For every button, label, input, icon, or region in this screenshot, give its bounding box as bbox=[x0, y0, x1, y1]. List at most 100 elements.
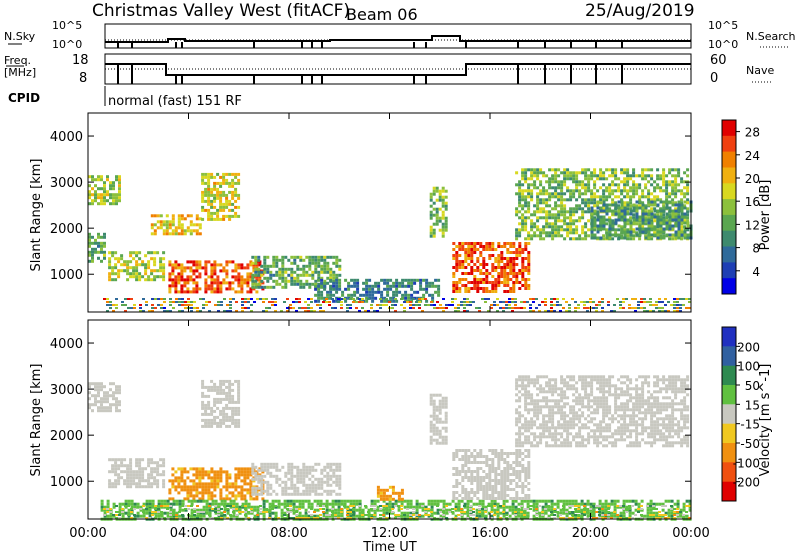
power-echo-cell bbox=[548, 234, 552, 238]
power-echo-cell bbox=[653, 225, 657, 229]
power-ground-cell bbox=[619, 307, 622, 309]
power-ground-cell bbox=[514, 301, 517, 303]
power-echo-cell bbox=[590, 195, 594, 199]
power-echo-cell bbox=[608, 207, 612, 211]
velocity-echo-cell bbox=[210, 409, 214, 413]
velocity-echo-cell bbox=[676, 511, 680, 515]
velocity-echo-cell bbox=[457, 508, 461, 512]
power-echo-cell bbox=[88, 175, 91, 179]
power-echo-cell bbox=[272, 255, 276, 259]
velocity-echo-cell bbox=[424, 508, 428, 512]
velocity-echo-cell bbox=[478, 508, 482, 512]
velocity-echo-cell bbox=[253, 508, 257, 512]
velocity-echo-cell bbox=[234, 467, 238, 471]
velocity-echo-cell bbox=[290, 471, 294, 475]
power-echo-cell bbox=[536, 210, 540, 214]
velocity-echo-cell bbox=[482, 479, 486, 482]
power-echo-cell bbox=[326, 270, 330, 274]
velocity-echo-cell bbox=[464, 494, 468, 497]
power-echo-cell bbox=[626, 168, 630, 172]
power-echo-cell bbox=[344, 278, 348, 282]
power-echo-cell bbox=[551, 195, 555, 199]
power-echo-cell bbox=[656, 183, 660, 187]
power-echo-cell bbox=[572, 192, 576, 196]
power-echo-cell bbox=[509, 263, 513, 266]
velocity-echo-cell bbox=[265, 499, 269, 503]
power-ground-cell bbox=[661, 301, 664, 303]
power-echo-cell bbox=[518, 272, 522, 275]
velocity-echo-cell bbox=[219, 488, 223, 492]
power-ground-cell bbox=[559, 310, 562, 312]
velocity-echo-cell bbox=[313, 499, 317, 503]
velocity-echo-cell bbox=[147, 458, 151, 462]
power-echo-cell bbox=[665, 212, 669, 216]
velocity-echo-cell bbox=[397, 505, 401, 509]
power-echo-cell bbox=[91, 250, 94, 254]
power-echo-cell bbox=[473, 251, 477, 254]
power-echo-cell bbox=[638, 215, 642, 219]
power-echo-cell bbox=[659, 236, 663, 240]
velocity-echo-cell bbox=[643, 514, 647, 518]
power-echo-cell bbox=[491, 281, 495, 284]
velocity-echo-cell bbox=[346, 514, 350, 518]
velocity-echo-cell bbox=[213, 418, 217, 422]
power-echo-cell bbox=[527, 210, 531, 214]
power-echo-cell bbox=[650, 198, 654, 202]
power-ground-cell bbox=[385, 304, 388, 306]
power-echo-cell bbox=[207, 202, 211, 206]
power-echo-cell bbox=[527, 287, 531, 290]
power-echo-cell bbox=[287, 273, 291, 277]
power-ground-cell bbox=[385, 298, 388, 300]
velocity-echo-cell bbox=[210, 479, 214, 483]
power-echo-cell bbox=[192, 278, 196, 282]
power-ground-cell bbox=[163, 298, 166, 300]
velocity-echo-cell bbox=[473, 479, 477, 482]
power-echo-cell bbox=[479, 281, 483, 284]
power-echo-cell bbox=[524, 225, 528, 229]
velocity-echo-cell bbox=[625, 505, 629, 509]
power-ground-cell bbox=[514, 298, 517, 300]
power-ground-cell bbox=[688, 301, 691, 303]
power-echo-cell bbox=[183, 284, 187, 288]
power-ground-cell bbox=[628, 307, 631, 309]
velocity-echo-cell bbox=[142, 514, 146, 518]
velocity-echo-cell bbox=[349, 514, 353, 518]
power-echo-cell bbox=[470, 257, 474, 260]
power-echo-cell bbox=[174, 232, 178, 236]
velocity-echo-cell bbox=[228, 473, 232, 477]
nave-tick-bottom: 0 bbox=[710, 71, 718, 86]
power-echo-cell bbox=[368, 284, 372, 288]
power-echo-cell bbox=[231, 178, 235, 182]
velocity-echo-cell bbox=[361, 514, 365, 518]
velocity-echo-cell bbox=[235, 508, 239, 512]
velocity-echo-cell bbox=[610, 514, 614, 518]
velocity-echo-cell bbox=[222, 388, 226, 392]
power-echo-cell bbox=[225, 193, 229, 197]
power-ground-cell bbox=[595, 304, 598, 306]
power-echo-cell bbox=[518, 281, 522, 284]
velocity-echo-cell bbox=[622, 508, 626, 512]
power-echo-cell bbox=[575, 183, 579, 187]
power-ground-cell bbox=[544, 301, 547, 303]
power-ground-cell bbox=[577, 307, 580, 309]
power-echo-cell bbox=[581, 228, 585, 232]
velocity-echo-cell bbox=[249, 482, 253, 486]
velocity-echo-cell bbox=[195, 470, 199, 474]
power-echo-cell bbox=[410, 293, 414, 297]
power-echo-cell bbox=[213, 184, 217, 188]
velocity-echo-cell bbox=[205, 511, 209, 515]
velocity-echo-cell bbox=[162, 458, 166, 462]
velocity-echo-cell bbox=[469, 508, 473, 512]
power-echo-cell bbox=[118, 199, 121, 203]
power-echo-cell bbox=[581, 198, 585, 202]
velocity-echo-cell bbox=[667, 499, 671, 503]
velocity-echo-cell bbox=[432, 429, 436, 433]
velocity-echo-cell bbox=[505, 505, 509, 509]
velocity-echo-cell bbox=[246, 476, 250, 480]
power-ground-cell bbox=[502, 301, 505, 303]
power-echo-cell bbox=[662, 230, 666, 234]
power-echo-cell bbox=[431, 293, 435, 297]
power-echo-cell bbox=[470, 272, 474, 275]
power-echo-cell bbox=[635, 192, 639, 196]
velocity-echo-cell bbox=[355, 499, 359, 503]
